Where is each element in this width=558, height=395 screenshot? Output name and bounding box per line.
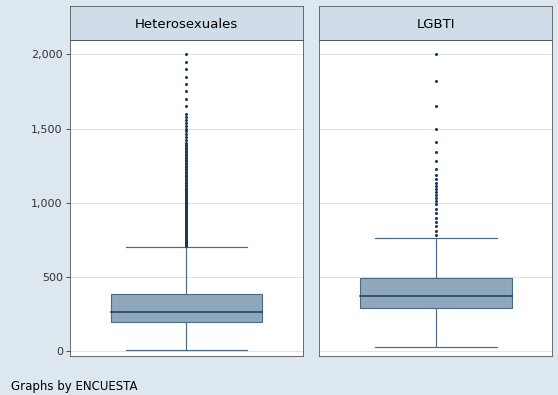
Text: Heterosexuales: Heterosexuales bbox=[134, 18, 238, 31]
Text: LGBTI: LGBTI bbox=[417, 18, 455, 31]
Text: Graphs by ENCUESTA: Graphs by ENCUESTA bbox=[11, 380, 138, 393]
Bar bbox=[110, 294, 262, 322]
Bar bbox=[360, 278, 512, 308]
